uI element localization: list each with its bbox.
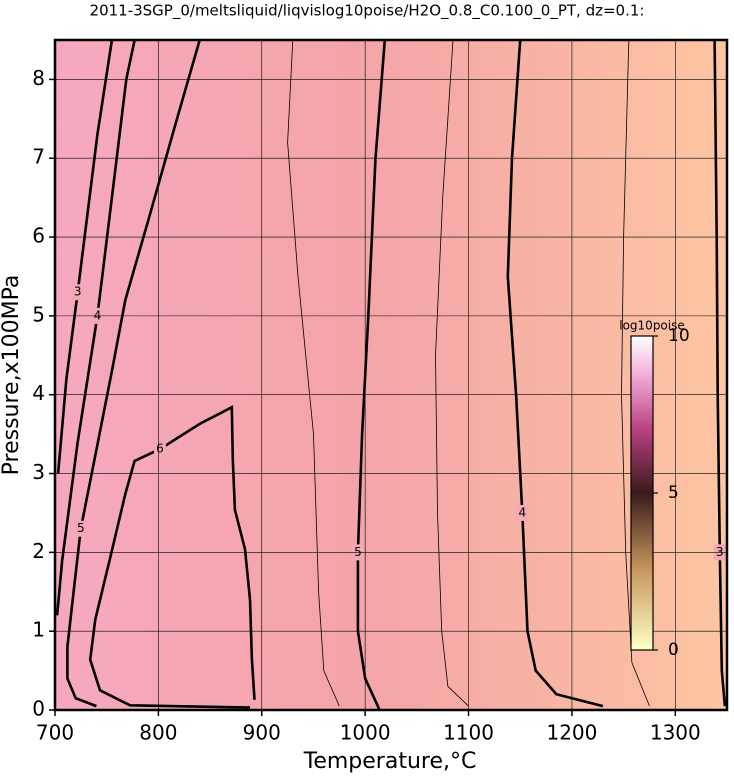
y-tick-label: 4 xyxy=(32,381,45,405)
x-tick-label: 1100 xyxy=(443,721,494,745)
colorbar-label: log10poise xyxy=(619,319,685,333)
contour-line xyxy=(435,39,469,707)
x-tick-label: 1300 xyxy=(650,721,701,745)
contour-label-bg xyxy=(71,284,84,301)
contour-label: 5 xyxy=(77,521,85,535)
chart-title: 2011-3SGP_0/meltsliquid/liqvislog10poise… xyxy=(90,2,645,21)
contour-label-bg xyxy=(516,504,529,521)
x-tick-label: 800 xyxy=(139,721,177,745)
contour-label: 3 xyxy=(74,285,82,299)
x-axis-label: Temperature,°C xyxy=(303,749,477,774)
colorbar-tick-label: 10 xyxy=(668,326,690,346)
colorbar-tick-label: 0 xyxy=(668,640,679,660)
y-axis-label: Pressure,x100MPa xyxy=(0,275,24,476)
plot-frame xyxy=(53,38,729,712)
x-tick-label: 1200 xyxy=(546,721,597,745)
contour-label-bg xyxy=(153,441,166,458)
y-tick-label: 2 xyxy=(32,539,45,563)
y-tick-label: 3 xyxy=(32,460,45,484)
y-tick-label: 5 xyxy=(32,302,45,326)
contour-label: 4 xyxy=(94,308,102,322)
y-tick-label: 1 xyxy=(32,618,45,642)
contour-line xyxy=(356,39,387,711)
contour-label-bg xyxy=(74,520,87,537)
x-tick-label: 700 xyxy=(36,721,74,745)
contour-label: 6 xyxy=(156,442,164,456)
y-tick-label: 7 xyxy=(32,145,45,169)
y-tick-label: 6 xyxy=(32,224,45,248)
x-tick-label: 900 xyxy=(243,721,281,745)
x-tick-label: 1000 xyxy=(340,721,391,745)
y-tick-label: 0 xyxy=(32,697,45,721)
y-tick-label: 8 xyxy=(32,66,45,90)
contour-line xyxy=(66,39,201,708)
colorbar xyxy=(630,335,654,651)
contour-label: 4 xyxy=(518,505,526,519)
contour-label: 3 xyxy=(716,545,724,559)
contour-label: 5 xyxy=(354,545,362,559)
contour-line xyxy=(287,39,340,707)
colorbar-tick-label: 5 xyxy=(668,483,679,503)
